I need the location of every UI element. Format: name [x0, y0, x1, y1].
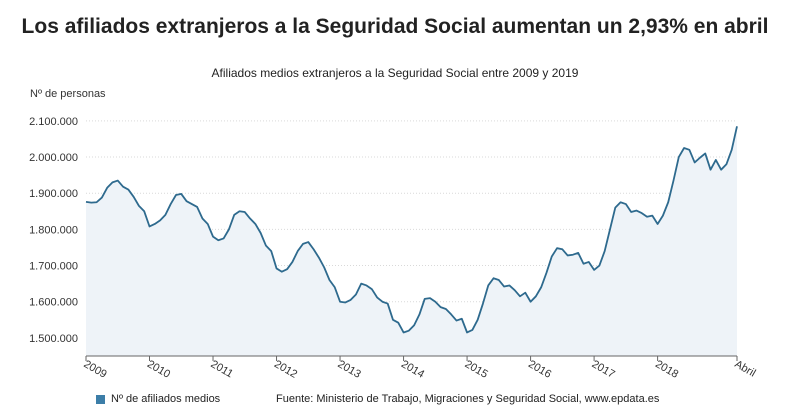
x-tick-label: 2018	[653, 358, 680, 381]
x-tick-label: Abril	[733, 358, 758, 379]
x-tick-label: 2016	[526, 358, 553, 381]
legend-label: Nº de afiliados medios	[111, 393, 221, 405]
x-tick-label: 2014	[399, 358, 426, 381]
chart-subtitle: Afiliados medios extranjeros a la Seguri…	[211, 66, 579, 80]
y-tick-label: 1.700.000	[29, 261, 78, 273]
y-axis-label: Nº de personas	[30, 88, 106, 100]
x-tick-label: 2012	[272, 358, 299, 381]
source-text: Fuente: Ministerio de Trabajo, Migracion…	[276, 393, 660, 405]
x-tick-label: 2009	[82, 358, 109, 381]
line-chart: 1.500.000 1.600.000 1.700.000 1.800.000 1.90…	[29, 116, 758, 381]
legend-swatch	[96, 394, 105, 404]
x-tick-label: 2011	[209, 358, 235, 380]
y-tick-label: 1.900.000	[29, 188, 78, 200]
y-tick-label: 1.500.000	[29, 333, 78, 345]
series-area	[86, 126, 737, 356]
x-tick-label: 2013	[336, 358, 363, 381]
y-tick-label: 2.100.000	[29, 116, 78, 128]
y-axis-ticks: 1.500.000 1.600.000 1.700.000 1.800.000 1.90…	[29, 116, 78, 345]
x-tick-label: 2010	[145, 358, 172, 381]
x-tick-label: 2017	[590, 358, 617, 381]
y-tick-label: 2.000.000	[29, 152, 78, 164]
y-tick-label: 1.600.000	[29, 297, 78, 309]
x-tick-label: 2015	[463, 358, 490, 381]
x-axis-ticks: 2009 2010 2011 2012 2013 2014 2015 2016 2017 2018…	[82, 356, 758, 381]
y-tick-label: 1.800.000	[29, 224, 78, 236]
legend: Nº de afiliados medios	[96, 393, 220, 405]
series-line	[85, 126, 738, 334]
chart-title: Los afiliados extranjeros a la Seguridad…	[21, 15, 769, 38]
